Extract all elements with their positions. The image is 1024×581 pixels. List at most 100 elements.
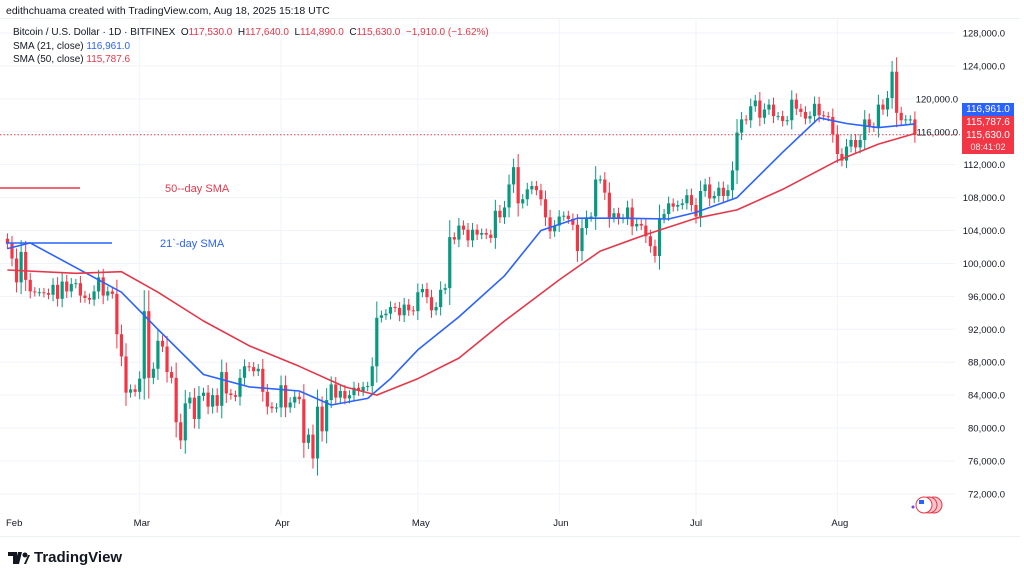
candle-body (740, 119, 744, 133)
candle-body (69, 284, 73, 292)
candle-body (712, 195, 716, 199)
candle-body (876, 104, 880, 128)
candle-body (502, 207, 507, 218)
last-price: 115,630.0 (966, 130, 1010, 141)
candle-body (133, 389, 137, 392)
candle-body (284, 385, 288, 408)
symbol-title[interactable]: Bitcoin / U.S. Dollar · 1D · BITFINEX (13, 27, 176, 38)
candle-body (708, 184, 712, 199)
candle-body (890, 71, 894, 99)
candle-body (42, 292, 46, 294)
candle-body (553, 225, 557, 232)
candle-body (83, 295, 87, 299)
candle-body (726, 190, 730, 196)
candle-body (858, 139, 862, 148)
candle-body (201, 392, 206, 396)
candle-body (689, 195, 694, 206)
candle-body (352, 387, 356, 396)
candle-body (434, 307, 438, 311)
sma50-line (7, 132, 916, 396)
candle-body (24, 251, 28, 280)
candle-body (480, 232, 484, 235)
candle-body (192, 397, 196, 419)
candle-body (817, 103, 821, 116)
candle-body (904, 119, 908, 121)
y-tick-label: 104,000.0 (963, 226, 1005, 237)
candle-body (411, 310, 415, 312)
x-tick-label: Feb (6, 518, 22, 529)
candle-body (735, 132, 739, 171)
candle-body (156, 340, 160, 369)
high-label: H (237, 27, 246, 38)
candle-body (10, 243, 14, 259)
tradingview-logo[interactable]: TradingView (8, 549, 122, 566)
candle-body (721, 187, 725, 196)
candle-body (671, 203, 675, 207)
x-tick-label: Jun (553, 518, 568, 529)
candle-body (65, 281, 69, 292)
candle-body (771, 104, 776, 117)
candle-body (717, 187, 721, 196)
candle-body (220, 372, 224, 406)
y-tick-label: 88,000.0 (968, 358, 1005, 369)
sma21-legend[interactable]: SMA (21, close) 116,961.0 (13, 40, 489, 54)
candle-body (461, 225, 466, 230)
candle-body (311, 434, 315, 459)
candle-body (667, 203, 671, 215)
candle-body (507, 184, 511, 208)
candle-body (106, 291, 110, 296)
x-tick-label: Jul (690, 518, 702, 529)
candle-body (224, 372, 228, 394)
close-label: C (349, 27, 357, 38)
candle-body (420, 288, 424, 293)
last-price-label: 115,630.0 08:41:02 (962, 129, 1014, 154)
candle-body (530, 186, 534, 190)
candle-body (119, 334, 124, 357)
candle-body (5, 238, 10, 244)
candle-body (183, 403, 187, 441)
y-tick-label: 116,000.0 (916, 127, 958, 138)
candle-body (612, 213, 616, 218)
candle-body (197, 395, 201, 419)
candle-body (343, 391, 347, 399)
y-tick-label: 100,000.0 (963, 259, 1005, 270)
candle-body (398, 307, 402, 316)
y-tick-label: 128,000.0 (963, 29, 1005, 40)
candle-body (534, 186, 538, 191)
candle-body (598, 179, 602, 181)
candle-body (238, 377, 242, 397)
candle-body (635, 223, 639, 227)
brand-name: TradingView (34, 549, 123, 566)
candle-body (51, 284, 55, 295)
sma21-annotation: 21`-day SMA (160, 238, 225, 250)
candle-body (790, 99, 794, 121)
candle-body (698, 191, 703, 217)
x-tick-label: Aug (831, 518, 848, 529)
close-value: 115,630.0 (356, 27, 401, 38)
bar-countdown: 08:41:02 (970, 142, 1006, 152)
candle-body (325, 400, 329, 432)
candle-body (803, 112, 808, 119)
candle-body (87, 298, 92, 300)
candle-body (589, 216, 593, 218)
candle-body (233, 395, 238, 397)
candle-body (776, 116, 780, 118)
candle-body (188, 397, 192, 404)
candle-body (356, 387, 361, 392)
candle-body (543, 199, 548, 218)
candle-body (703, 184, 707, 192)
symbol-ohlc-row: Bitcoin / U.S. Dollar · 1D · BITFINEX O1… (13, 26, 489, 40)
sma50-legend[interactable]: SMA (50, close) 115,787.6 (13, 53, 489, 67)
us-flag-icon[interactable] (911, 496, 943, 514)
candle-body (256, 368, 260, 372)
candle-body (452, 237, 456, 240)
candle-body (211, 395, 215, 407)
candle-body (179, 422, 183, 441)
candle-body (174, 377, 178, 423)
candle-body (402, 304, 406, 316)
candle-body (302, 399, 306, 443)
candle-body (429, 297, 434, 311)
candle-body (881, 104, 885, 110)
candle-body (653, 246, 657, 257)
